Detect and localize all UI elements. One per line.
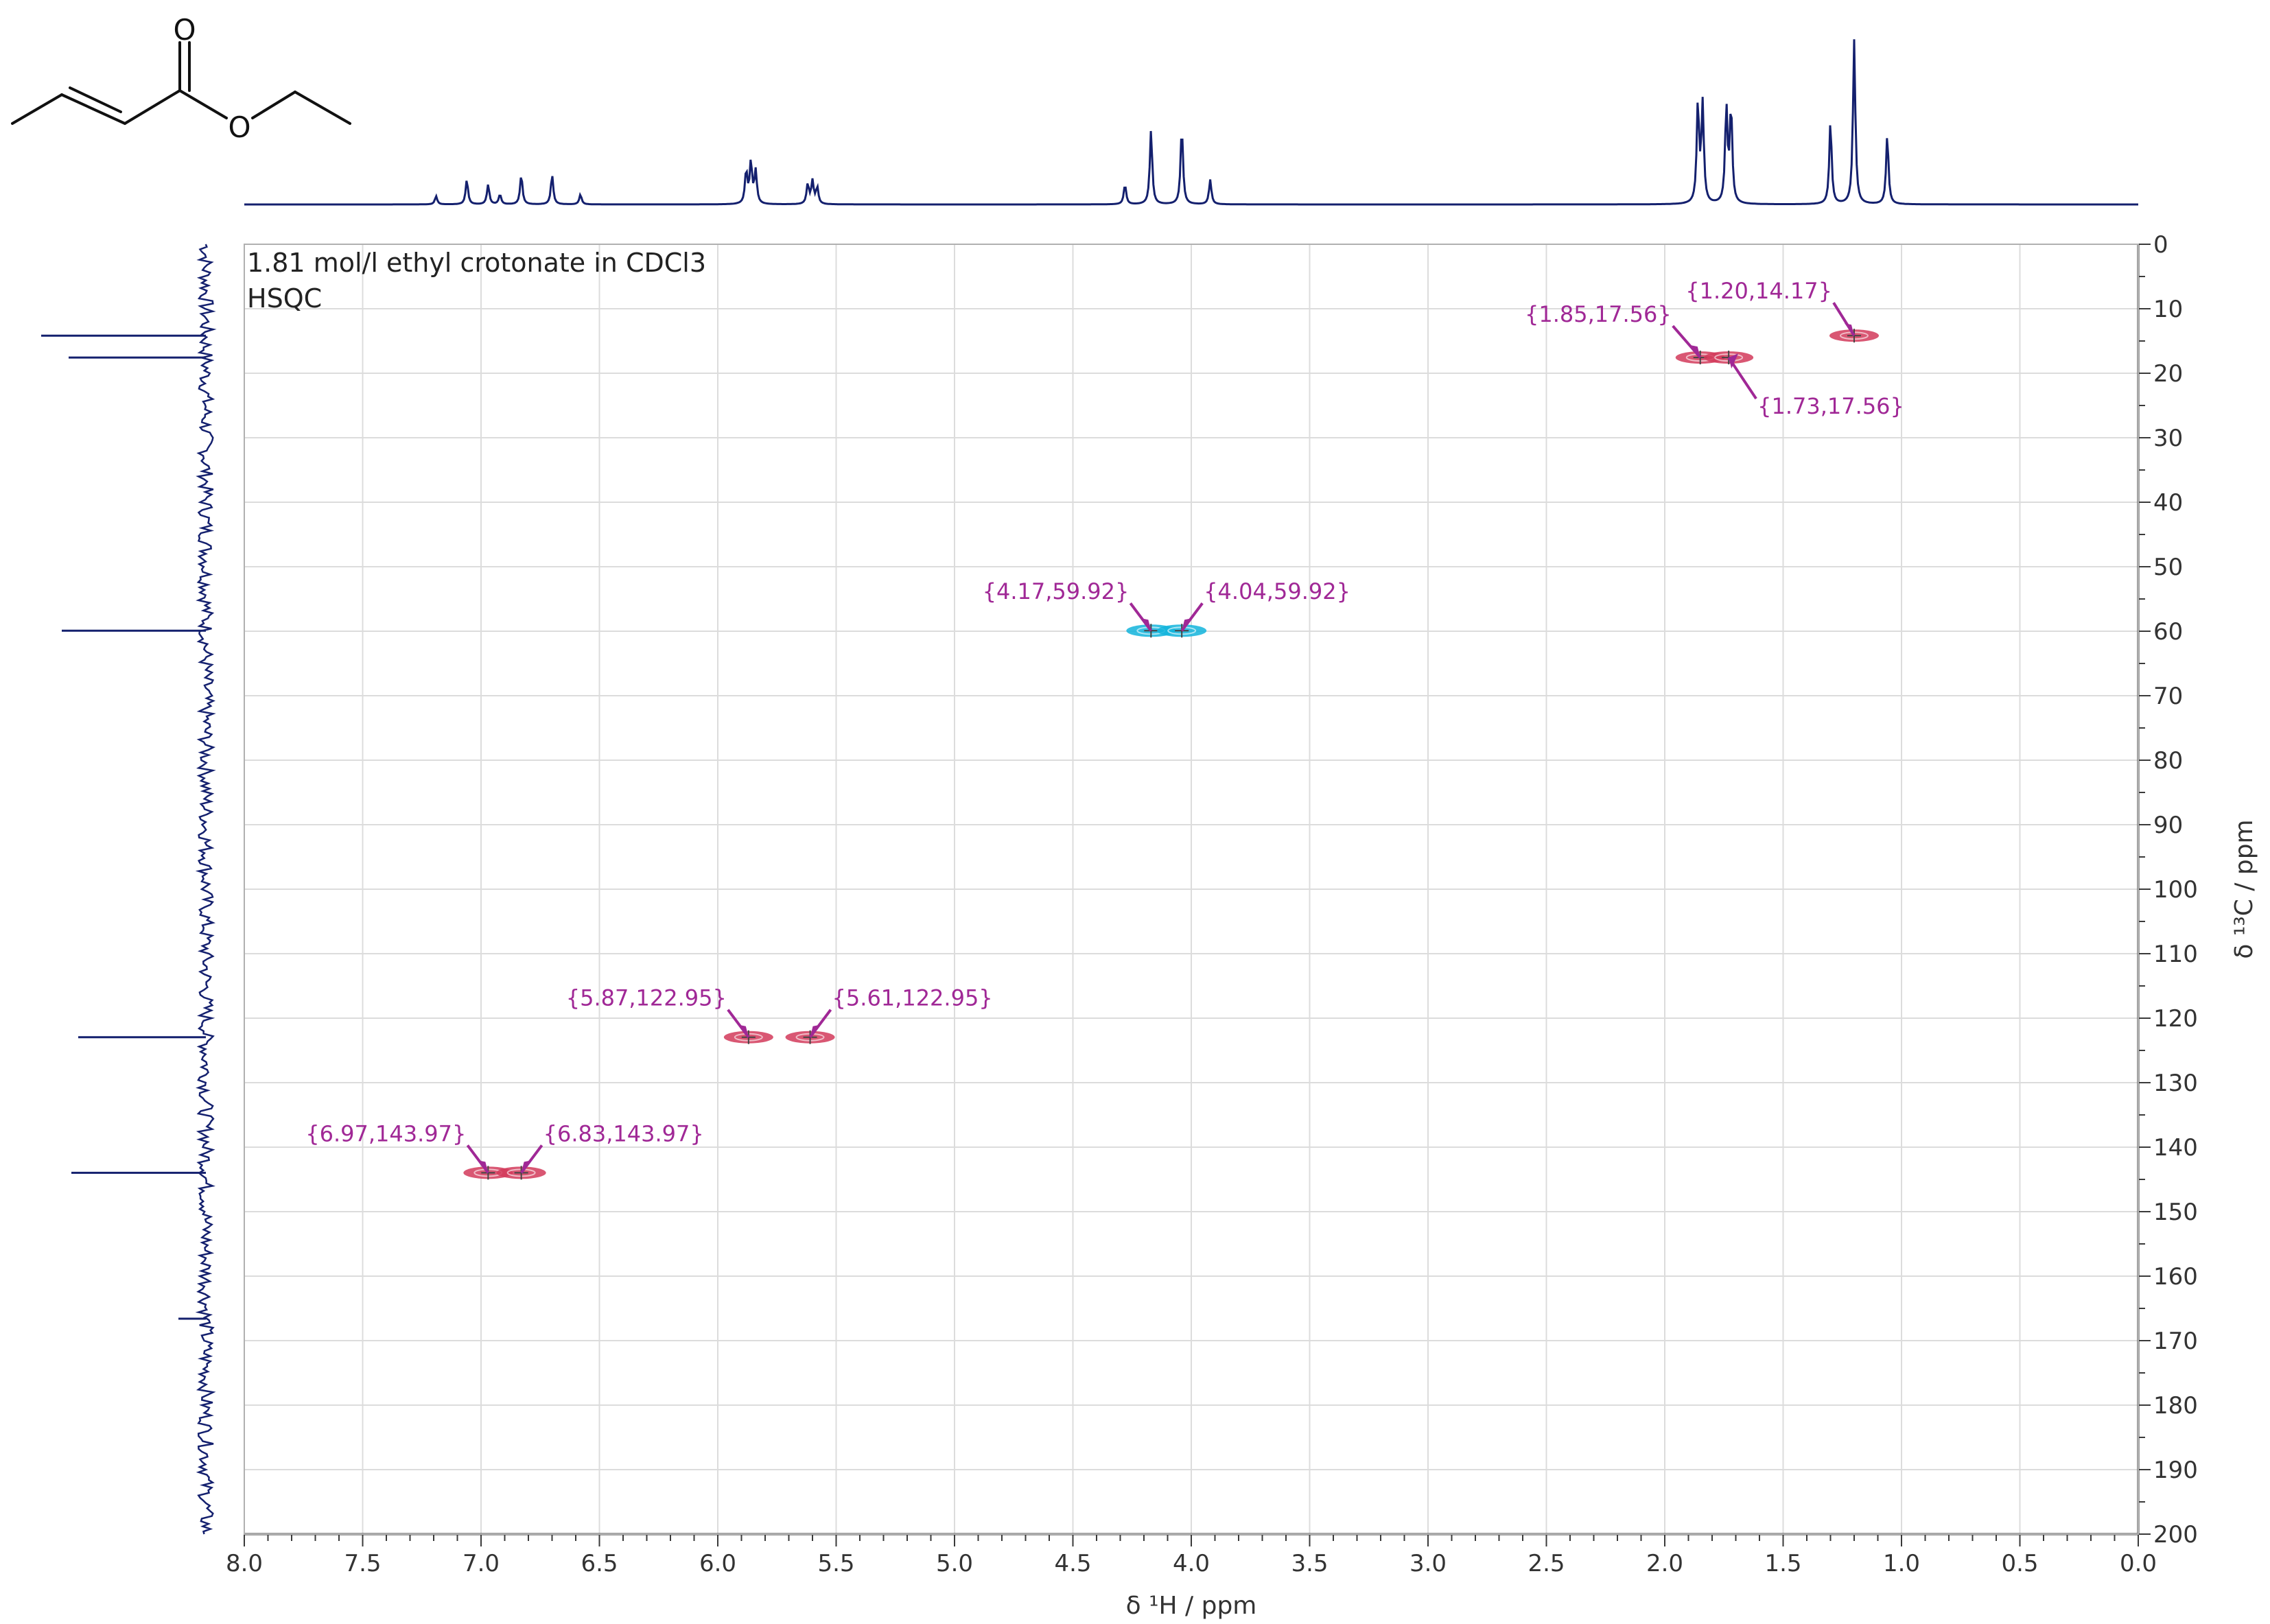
x-tick-label: 1.0 — [1883, 1550, 1920, 1577]
ester-oxygen-label: O — [228, 110, 250, 144]
x-tick-label: 1.5 — [1764, 1550, 1801, 1577]
x-tick-label: 4.5 — [1054, 1550, 1091, 1577]
x-tick-label: 4.0 — [1173, 1550, 1210, 1577]
y-tick-label: 80 — [2153, 747, 2183, 775]
y-tick-label: 130 — [2153, 1070, 2198, 1097]
y-tick-label: 110 — [2153, 941, 2198, 968]
plot-frame — [244, 244, 2139, 1535]
peak-label: {5.87,122.95} — [566, 985, 727, 1011]
sample-description: 1.81 mol/l ethyl crotonate in CDCl3 — [247, 248, 706, 278]
peak-label: {1.20,14.17} — [1685, 278, 1832, 304]
y-tick-label: 150 — [2153, 1199, 2198, 1226]
y-tick-label: 120 — [2153, 1005, 2198, 1033]
x-tick-label: 0.0 — [2120, 1550, 2157, 1577]
proton-spectrum-trace — [244, 39, 2138, 206]
x-tick-label: 8.0 — [226, 1550, 263, 1577]
x-tick-label: 5.0 — [936, 1550, 973, 1577]
y-tick-label: 100 — [2153, 876, 2198, 904]
annotation-arrowhead — [810, 1024, 820, 1037]
x-tick-label: 3.0 — [1409, 1550, 1447, 1577]
y-tick-label: 30 — [2153, 425, 2183, 452]
annotation-arrowhead — [521, 1160, 531, 1173]
experiment-label: HSQC — [247, 283, 322, 314]
x-tick-label: 0.5 — [2001, 1550, 2038, 1577]
y-tick-label: 160 — [2153, 1263, 2198, 1291]
annotation-arrowhead — [738, 1024, 749, 1037]
y-tick-label: 10 — [2153, 296, 2183, 323]
y-axis-title: δ ¹³C / ppm — [2230, 819, 2258, 958]
peak-label: {1.85,17.56} — [1525, 301, 1672, 327]
x-tick-label: 5.5 — [817, 1550, 854, 1577]
carbon-spectrum-noise — [195, 244, 217, 1535]
molecule-structure — [11, 41, 351, 125]
y-tick-label: 190 — [2153, 1457, 2198, 1484]
x-axis-title: δ ¹H / ppm — [1126, 1592, 1257, 1620]
y-tick-label: 40 — [2153, 489, 2183, 517]
proton-projection — [244, 39, 2138, 206]
y-tick-label: 70 — [2153, 683, 2183, 710]
x-tick-label: 6.0 — [699, 1550, 736, 1577]
carbonyl-oxygen-label: O — [173, 13, 196, 47]
annotation-arrowhead — [1729, 353, 1739, 369]
x-tick-label: 2.5 — [1528, 1550, 1565, 1577]
annotation-arrowhead — [478, 1160, 489, 1173]
annotation-arrowhead — [1141, 618, 1151, 631]
y-tick-label: 140 — [2153, 1134, 2198, 1162]
annotation-arrowhead — [1690, 345, 1700, 358]
peak-annotations: {1.20,14.17} {1.85,17.56} {1.73,17.56} {4.1… — [305, 278, 1904, 1174]
peak-label: {6.97,143.97} — [305, 1120, 466, 1146]
annotation-arrow — [1672, 325, 1702, 359]
y-tick-label: 200 — [2153, 1521, 2198, 1549]
y-tick-label: 20 — [2153, 360, 2183, 388]
y-tick-label: 180 — [2153, 1392, 2198, 1420]
y-tick-label: 50 — [2153, 554, 2183, 581]
x-tick-label: 7.5 — [344, 1550, 381, 1577]
peak-label: {6.83,143.97} — [543, 1120, 704, 1146]
y-tick-label: 60 — [2153, 618, 2183, 646]
x-tick-label: 3.5 — [1291, 1550, 1328, 1577]
peak-label: {4.17,59.92} — [983, 578, 1130, 604]
annotation-arrowhead — [1845, 323, 1854, 336]
grid-lines — [244, 244, 2139, 1535]
peak-label: {4.04,59.92} — [1204, 578, 1350, 604]
peak-label: {1.73,17.56} — [1757, 393, 1904, 419]
x-tick-label: 2.0 — [1646, 1550, 1683, 1577]
annotation-arrowhead — [1182, 618, 1192, 631]
carbon-projection — [41, 244, 217, 1535]
x-tick-label: 7.0 — [463, 1550, 500, 1577]
y-tick-label: 90 — [2153, 812, 2183, 839]
peak-label: {5.61,122.95} — [832, 985, 993, 1011]
y-tick-label: 170 — [2153, 1328, 2198, 1355]
y-tick-label: 0 — [2153, 231, 2168, 259]
x-tick-label: 6.5 — [581, 1550, 618, 1577]
